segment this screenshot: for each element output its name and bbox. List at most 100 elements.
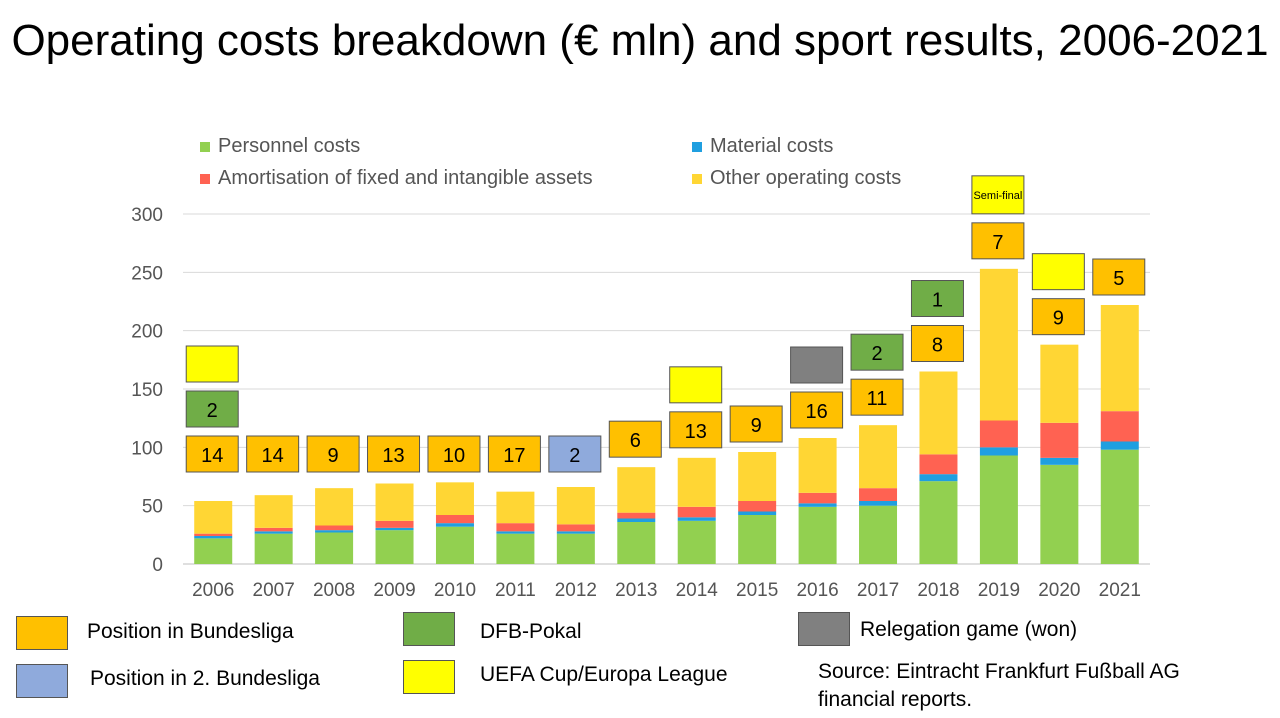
annotation-text: 9	[1053, 308, 1064, 330]
y-tick-label: 200	[131, 322, 163, 343]
bar-segment	[617, 518, 656, 522]
legend-swatch	[200, 141, 210, 152]
key-label: DFB-Pokal	[480, 620, 582, 643]
bar-segment	[194, 501, 233, 534]
bar-segment	[798, 492, 837, 504]
annotation-text: 6	[630, 430, 641, 452]
key-label: Position in Bundesliga	[87, 620, 294, 643]
bar-segment	[556, 487, 595, 525]
bar-segment	[254, 527, 293, 532]
annotation-box	[971, 175, 1025, 215]
bar-segment	[859, 425, 898, 489]
key-label: Relegation game (won)	[860, 618, 1078, 641]
annotation-text: 2	[871, 343, 882, 365]
bar-segment	[254, 495, 293, 528]
bar-segment	[798, 503, 837, 507]
annotation-box	[669, 366, 723, 404]
annotation-box	[185, 390, 239, 428]
key-swatch	[403, 612, 455, 646]
bar-segment	[979, 268, 1018, 421]
bar-segment	[496, 523, 535, 532]
annotation-text: 8	[932, 335, 943, 357]
y-tick-label: 0	[152, 555, 163, 576]
legend-label: Personnel costs	[218, 135, 361, 157]
annotation-text: 2	[207, 400, 218, 422]
annotation-box	[185, 435, 239, 473]
annotation-text: 9	[751, 415, 762, 437]
legend-item: Amortisation of fixed and intangible ass…	[200, 167, 593, 190]
annotation-text: 14	[201, 445, 223, 467]
annotation-box	[850, 378, 904, 416]
legend-item: Other operating costs	[692, 167, 901, 190]
bar-segment	[677, 520, 716, 564]
annotation-text: 13	[382, 445, 404, 467]
annotation-box	[850, 333, 904, 371]
bar-segment	[617, 467, 656, 513]
bar-segment	[496, 533, 535, 564]
annotation-box	[367, 435, 421, 473]
bar-segment	[496, 491, 535, 524]
bar-segment	[677, 457, 716, 507]
annotation-text: 2	[569, 445, 580, 467]
annotation-box	[427, 435, 481, 473]
y-tick-label: 100	[131, 438, 163, 459]
bar-segment	[1100, 411, 1139, 442]
legend-label: Other operating costs	[710, 167, 902, 189]
annotation-box	[971, 222, 1025, 260]
y-tick-label: 250	[131, 263, 163, 284]
bar-segment	[435, 523, 474, 527]
x-tick-label: 2020	[1038, 580, 1080, 601]
bar-segment	[738, 501, 777, 512]
y-tick-label: 150	[131, 380, 163, 401]
x-tick-label: 2019	[978, 580, 1020, 601]
bar-segment	[617, 512, 656, 519]
x-tick-label: 2014	[676, 580, 719, 601]
bar-segment	[738, 452, 777, 501]
x-tick-label: 2008	[313, 580, 355, 601]
key-swatch	[16, 616, 68, 650]
bar-segment	[194, 533, 233, 536]
bar-segment	[677, 517, 716, 521]
annotation-text: 5	[1113, 268, 1124, 290]
annotation-box	[1031, 253, 1085, 291]
bar-segment	[556, 531, 595, 534]
legend-swatch	[692, 173, 702, 184]
bar-segment	[496, 531, 535, 534]
x-tick-label: 2012	[555, 580, 597, 601]
bar-segment	[194, 536, 233, 539]
annotation-box	[548, 435, 602, 473]
annotation-text: 17	[503, 445, 525, 467]
source-note: Source: Eintracht Frankfurt Fußball AG f…	[818, 660, 1180, 711]
bar-segment	[254, 533, 293, 564]
key-label: Position in 2. Bundesliga	[90, 667, 320, 690]
annotation-box	[910, 325, 964, 362]
bar-segment	[979, 447, 1018, 456]
annotation-text: 9	[328, 445, 339, 467]
bar-segment	[315, 530, 354, 533]
chart-title: Operating costs breakdown (€ mln) and sp…	[11, 16, 1269, 65]
annotation-text: 13	[685, 421, 707, 443]
y-tick-label: 300	[131, 205, 163, 226]
bar-segment	[1040, 344, 1079, 423]
bar-segment	[315, 525, 354, 531]
annotation-text: 16	[805, 401, 827, 423]
x-tick-label: 2013	[615, 580, 657, 601]
bar-segment	[798, 438, 837, 493]
bar-segment	[556, 524, 595, 532]
x-tick-label: 2017	[857, 580, 899, 601]
bar-segment	[798, 506, 837, 564]
bar-segment	[919, 371, 958, 455]
bar-segment	[919, 481, 958, 564]
annotation-text: 14	[262, 445, 284, 467]
legend-label: Amortisation of fixed and intangible ass…	[218, 167, 593, 189]
annotation-box	[669, 411, 723, 449]
annotation-box	[1092, 258, 1146, 296]
bar-segment	[1040, 457, 1079, 465]
x-tick-label: 2007	[253, 580, 295, 601]
legend-item: Personnel costs	[200, 135, 360, 158]
key-swatch	[798, 612, 850, 646]
bar-segment	[556, 533, 595, 564]
annotation-box	[790, 391, 844, 429]
bar-segment	[617, 522, 656, 564]
